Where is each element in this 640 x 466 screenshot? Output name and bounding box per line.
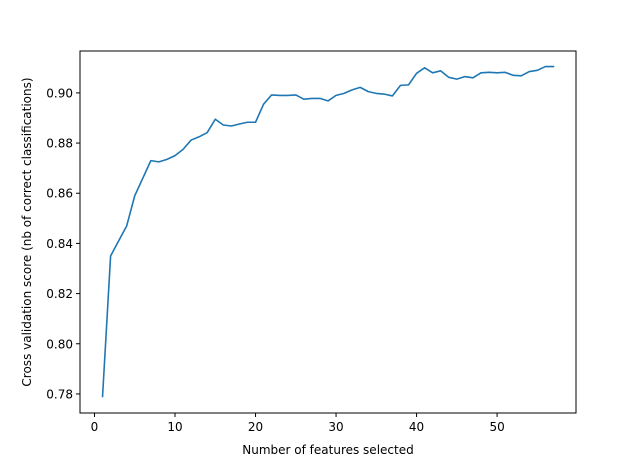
- y-tick-label-0.88: 0.88: [46, 137, 73, 151]
- y-tick-label-0.80: 0.80: [46, 337, 73, 351]
- y-tick-label-0.82: 0.82: [46, 287, 73, 301]
- x-tick-label-0: 0: [91, 420, 99, 434]
- y-tick-label-0.86: 0.86: [46, 187, 73, 201]
- plot-area-frame: [79, 50, 577, 414]
- series-line-0: [101, 65, 555, 398]
- x-tick-label-20: 20: [248, 420, 263, 434]
- y-axis-label: Cross validation score (nb of correct cl…: [20, 77, 34, 386]
- x-tick-label-30: 30: [328, 420, 343, 434]
- y-tick-label-0.90: 0.90: [46, 86, 73, 100]
- x-tick-label-40: 40: [409, 420, 424, 434]
- x-tick-label-50: 50: [489, 420, 504, 434]
- y-tick-label-0.84: 0.84: [46, 237, 73, 251]
- x-tick-label-10: 10: [167, 420, 182, 434]
- y-tick-label-0.78: 0.78: [46, 387, 73, 401]
- x-axis-label: Number of features selected: [242, 443, 413, 457]
